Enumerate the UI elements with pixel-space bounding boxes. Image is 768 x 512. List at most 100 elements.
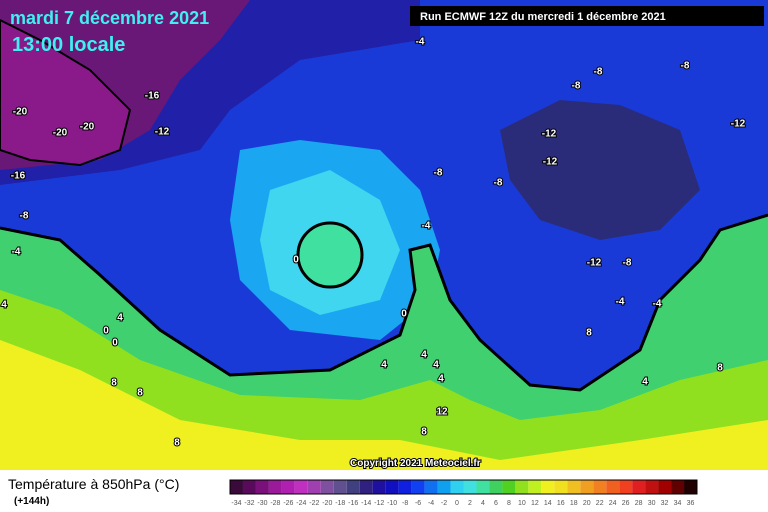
scale-swatch [372,480,386,494]
scale-label: 32 [661,500,669,507]
scale-swatch [463,480,477,494]
map-background [0,0,768,470]
scale-label: 2 [468,500,472,507]
lead-time: (+144h) [14,496,49,507]
scale-swatch [255,480,269,494]
scale-label: -14 [361,500,371,507]
scale-swatch [658,480,672,494]
scale-label: -22 [309,500,319,507]
scale-label: 0 [455,500,459,507]
scale-swatch [385,480,399,494]
scale-label: -6 [415,500,421,507]
scale-label: -2 [441,500,447,507]
scale-label: -10 [387,500,397,507]
scale-label: -26 [283,500,293,507]
scale-swatch [632,480,646,494]
contour-label: 0 [112,338,118,349]
scale-swatch [619,480,633,494]
scale-label: -12 [374,500,384,507]
contour-label: 12 [436,407,448,418]
scale-label: -4 [428,500,434,507]
scale-label: 6 [494,500,498,507]
contour-label: -20 [80,122,95,133]
scale-label: -18 [335,500,345,507]
scale-label: 26 [622,500,630,507]
scale-swatch [645,480,659,494]
scale-swatch [450,480,464,494]
copyright: Copyright 2021 Meteociel.fr [350,458,481,469]
scale-swatch [528,480,542,494]
contour-label: -12 [731,119,746,130]
scale-label: 36 [687,500,695,507]
contour-label: 8 [421,427,427,438]
contour-label: 8 [717,363,723,374]
scale-label: 8 [507,500,511,507]
map-date: mardi 7 décembre 2021 [10,8,209,28]
contour-label: -8 [623,258,632,269]
contour-label: 8 [137,388,143,399]
contour-label: 0 [103,326,109,337]
contour-label: 4 [438,374,444,385]
scale-label: -34 [231,500,241,507]
contour-label: -4 [422,221,431,232]
scale-swatch [281,480,295,494]
contour-label: 4 [433,360,439,371]
scale-label: 12 [531,500,539,507]
contour-label: 4 [642,377,648,388]
contour-label: -4 [416,37,425,48]
scale-swatch [567,480,581,494]
scale-swatch [476,480,490,494]
scale-label: 20 [583,500,591,507]
contour-label: -20 [13,107,28,118]
contour-label: -20 [53,128,68,139]
contour-labels: -4 -8 -8 -8 -16 -20 -20 -20 -12 -12 -12 -12 -16 -8 -8 -… [0,36,746,450]
scale-swatch [502,480,516,494]
scale-label: 24 [609,500,617,507]
scale-label: 34 [674,500,682,507]
contour-label: -8 [594,67,603,78]
contour-label: 4 [421,350,427,361]
color-scale: -34 -32 -30 -28 -26 -24 -22 -20 -18 -16 -14 -12 -10-… [229,479,698,507]
scale-swatch [398,480,412,494]
contour-label: 8 [174,438,180,449]
scale-swatch [424,480,438,494]
scale-swatch [580,480,594,494]
contour-label: 4 [381,360,387,371]
contour-label: 8 [111,378,117,389]
scale-swatch [411,480,425,494]
scale-label: -24 [296,500,306,507]
contour-label: 4 [1,300,7,311]
scale-swatch [489,480,503,494]
contour-label: -12 [542,129,557,140]
scale-border [229,479,698,495]
scale-swatch [242,480,256,494]
scale-swatch [333,480,347,494]
scale-label: -28 [270,500,280,507]
scale-swatch [230,480,243,494]
scale-swatch [593,480,607,494]
scale-label: 30 [648,500,656,507]
contour-label: -8 [572,81,581,92]
contour-label: 0 [293,255,299,266]
scale-label: 18 [570,500,578,507]
contour-label: -8 [494,178,503,189]
scale-label: 4 [481,500,485,507]
contour-label: -16 [11,171,26,182]
contour-label: 8 [586,328,592,339]
run-info: Run ECMWF 12Z du mercredi 1 décembre 202… [420,11,666,23]
scale-swatch [359,480,373,494]
scale-swatch [606,480,620,494]
scale-swatch [307,480,321,494]
scale-label: 14 [544,500,552,507]
contour-label: -8 [20,211,29,222]
scale-swatch [554,480,568,494]
scale-swatch [671,480,685,494]
contour-label: -4 [616,297,625,308]
legend-title: Température à 850hPa (°C) [8,476,179,492]
contour-label: -8 [681,61,690,72]
scale-label: -30 [257,500,267,507]
scale-label: -8 [402,500,408,507]
contour-label: -4 [653,299,662,310]
scale-label: 16 [557,500,565,507]
scale-swatch [268,480,282,494]
